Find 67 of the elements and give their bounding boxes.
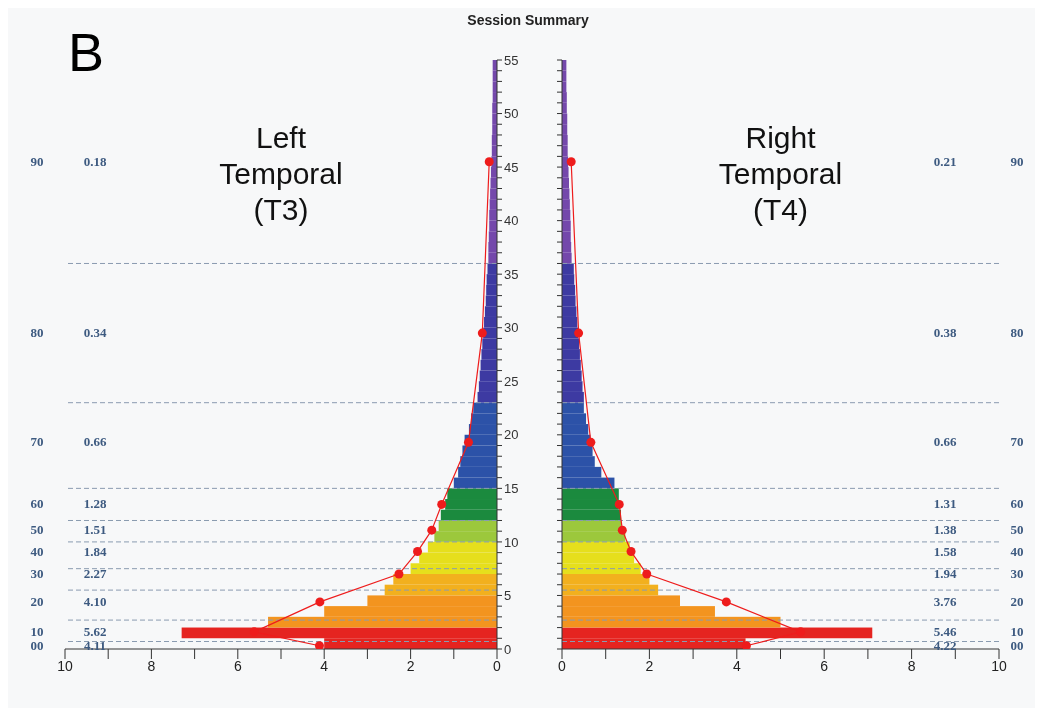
y-tick-label: 10 <box>504 534 519 550</box>
text: 90 <box>1009 153 1025 170</box>
y-tick-label: 55 <box>504 52 519 68</box>
y-tick-label: 35 <box>504 266 519 282</box>
x-tick-label: 2 <box>645 657 654 674</box>
y-tick-label: 50 <box>504 106 519 122</box>
annotation: 1.84 <box>82 543 108 560</box>
text: 70 <box>29 434 45 451</box>
annotation: 5.62 <box>82 623 108 640</box>
y-tick-label: 5 <box>504 588 512 604</box>
annotation: 1.28 <box>82 496 108 513</box>
annotation: 1.31 <box>932 496 958 513</box>
annotation: 0.66 <box>82 434 108 451</box>
text: 80 <box>1009 325 1025 342</box>
text: 20 <box>1009 593 1025 610</box>
annotation: 0.34 <box>82 325 108 342</box>
x-tick-label: 6 <box>233 657 242 674</box>
y-tick-label: 0 <box>504 641 512 657</box>
text: 00 <box>29 637 45 654</box>
annotation: 4.10 <box>82 593 108 610</box>
x-tick-label: 10 <box>57 657 73 674</box>
text: 70 <box>1009 434 1025 451</box>
x-tick-label: 4 <box>320 657 329 674</box>
annotation: 4.22 <box>932 637 958 654</box>
annotation: B <box>68 22 105 82</box>
text: 10 <box>29 623 45 640</box>
y-tick-label: 20 <box>504 427 519 443</box>
x-tick-label: 8 <box>907 657 916 674</box>
annotation: 1.58 <box>932 543 958 560</box>
x-tick-label: 8 <box>147 657 156 674</box>
text: 50 <box>1009 522 1025 539</box>
y-tick-label: 25 <box>504 373 519 389</box>
y-tick-label: 40 <box>504 213 519 229</box>
text: Session Summary <box>466 12 590 28</box>
text: 90 <box>29 153 45 170</box>
y-tick-label: 30 <box>504 320 519 336</box>
text: Left Temporal (T3) <box>218 120 344 228</box>
text: 30 <box>29 566 45 583</box>
text: 20 <box>29 593 45 610</box>
y-tick-label: 15 <box>504 480 519 496</box>
text: 50 <box>29 522 45 539</box>
annotation: 0.38 <box>932 325 958 342</box>
text: 00 <box>1009 637 1025 654</box>
text: 40 <box>29 543 45 560</box>
annotation: 0.66 <box>932 434 958 451</box>
x-tick-label: 10 <box>991 657 1007 674</box>
annotation: 1.94 <box>932 566 958 583</box>
text: 10 <box>1009 623 1025 640</box>
text: 30 <box>1009 566 1025 583</box>
text: Right Temporal (T4) <box>717 120 844 228</box>
annotation: 0.21 <box>932 153 958 170</box>
annotation: 0.18 <box>82 153 108 170</box>
x-tick-label: 0 <box>558 657 567 674</box>
text: 80 <box>29 325 45 342</box>
annotation: 3.76 <box>932 593 958 610</box>
text: 60 <box>29 496 45 513</box>
annotation: 1.38 <box>932 522 958 539</box>
x-tick-label: 4 <box>732 657 741 674</box>
annotation: 1.51 <box>82 522 108 539</box>
x-tick-label: 6 <box>820 657 829 674</box>
text: 40 <box>1009 543 1025 560</box>
text: 60 <box>1009 496 1025 513</box>
annotation: 2.27 <box>82 566 108 583</box>
x-tick-label: 2 <box>406 657 415 674</box>
annotation: 4.11 <box>82 637 107 654</box>
y-tick-label: 45 <box>504 159 519 175</box>
annotation: 5.46 <box>932 623 958 640</box>
